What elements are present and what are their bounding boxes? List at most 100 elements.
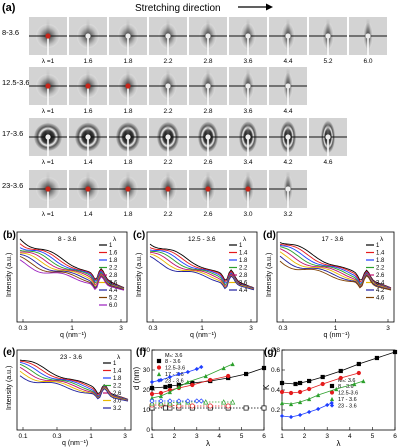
x-tick-label: 0.3 xyxy=(148,325,157,332)
legend-entry: 1 xyxy=(109,243,113,249)
x-tick-label: 6 xyxy=(393,433,397,440)
data-point xyxy=(297,399,303,405)
y-tick-label: 10 xyxy=(143,407,151,414)
legend-entry: 5.2 xyxy=(109,296,118,302)
legend-entry: 4.2 xyxy=(376,288,385,294)
legend-title: λ xyxy=(117,354,121,361)
data-point xyxy=(221,399,227,405)
data-point xyxy=(194,398,200,404)
data-point xyxy=(338,375,343,381)
data-point xyxy=(307,409,312,415)
data-point xyxy=(307,396,312,402)
series-line xyxy=(152,401,233,404)
data-point xyxy=(158,393,164,399)
data-point xyxy=(288,390,294,396)
legend-title: λ xyxy=(243,236,247,243)
sample-label-12.5-3.6: 12.5-3.6 xyxy=(2,78,30,87)
legend-entry: 2.2 xyxy=(239,266,248,272)
sample-label-23-3.6: 23-3.6 xyxy=(2,181,23,190)
legend-entry: 1.8 xyxy=(109,258,118,264)
lambda-label: 4.2 xyxy=(283,159,292,166)
legend-entry: 8 - 3.6 xyxy=(165,359,181,365)
lambda-label: λ =1 xyxy=(42,211,55,218)
lambda-label: 1.8 xyxy=(123,159,132,166)
lambda-label: 3.6 xyxy=(243,108,252,115)
x-tick-label: 1 xyxy=(280,433,284,440)
x-axis-label: q (nm⁻¹) xyxy=(190,332,216,339)
saxs-tile xyxy=(269,67,307,105)
lambda-label: 2.2 xyxy=(163,159,172,166)
lambda-label: 1.6 xyxy=(83,108,92,115)
plot-frame xyxy=(281,349,396,431)
lambda-label: 6.0 xyxy=(363,58,372,65)
panel-g-label: (g) xyxy=(264,347,277,358)
y-tick-label: 0.6 xyxy=(271,367,280,374)
saxs-tile xyxy=(149,67,187,105)
saxs-tile xyxy=(69,118,107,156)
legend-entry: 1 xyxy=(239,243,243,249)
chart-title: 17 - 3.6 xyxy=(322,236,344,243)
legend-entry: 3.6 xyxy=(109,281,118,287)
saxs-tile xyxy=(309,17,347,55)
x-tick-label: 5 xyxy=(240,433,244,440)
y-axis-label: K xyxy=(262,384,271,390)
x-tick-label: 1 xyxy=(334,325,338,332)
series-line xyxy=(149,243,255,289)
data-point xyxy=(307,378,312,384)
data-point xyxy=(356,370,361,376)
data-point xyxy=(167,383,173,389)
x-axis-label: λ xyxy=(206,439,210,448)
lambda-label: 5.2 xyxy=(323,58,332,65)
legend-entry: 17 - 3.6 xyxy=(338,397,357,403)
x-tick-label: 3 xyxy=(325,433,329,440)
data-point xyxy=(261,365,267,371)
panel-a-label: (a) xyxy=(2,2,16,14)
data-point xyxy=(325,402,330,408)
legend-entry: 2.2 xyxy=(109,266,118,272)
saxs-tile xyxy=(109,17,147,55)
legend-title: λ xyxy=(380,236,384,243)
scatter-chart-(g): 1 2 3 4 5 6 0.2 0.4 0.6 0.8 λ K Mₙ: 3.68 - 3.612.5-3… xyxy=(262,347,397,448)
series-line xyxy=(19,243,125,289)
legend-entry: 2.6 xyxy=(376,273,385,279)
data-point xyxy=(149,398,155,404)
data-point xyxy=(176,384,181,390)
data-point xyxy=(307,386,312,392)
legend-entry: 3.2 xyxy=(113,406,122,412)
y-axis-label: Intensity (a.u.) xyxy=(266,253,273,297)
data-point xyxy=(288,401,294,407)
data-point xyxy=(162,405,168,411)
lambda-label: 3.2 xyxy=(283,211,292,218)
y-tick-label: 0.8 xyxy=(271,347,280,354)
data-point xyxy=(361,378,366,384)
legend-entry: 6.0 xyxy=(109,303,118,309)
lambda-label: 4.4 xyxy=(283,58,292,65)
legend-entry: 8 - 3.6 xyxy=(338,384,354,390)
data-point xyxy=(279,400,285,406)
x-tick-label: 0.3 xyxy=(52,433,61,440)
intensity-chart-(d): 17 - 3.6 λ Intensity (a.u.) q (nm⁻¹) 0.3 1 3 1 1… xyxy=(266,231,395,339)
saxs-tile xyxy=(269,170,307,208)
legend-entry: 2.8 xyxy=(109,273,118,279)
data-point xyxy=(176,403,182,409)
x-tick-label: 3 xyxy=(249,325,253,332)
legend-title: λ xyxy=(113,236,117,243)
x-tick-label: 4 xyxy=(348,433,352,440)
x-tick-label: 0.3 xyxy=(18,325,27,332)
lambda-label: 1.4 xyxy=(83,211,92,218)
legend-entry: 1.8 xyxy=(239,258,248,264)
data-point xyxy=(156,358,162,364)
legend-entry: 12.5-3.6 xyxy=(338,391,358,397)
x-tick-label: 1 xyxy=(200,325,204,332)
data-point xyxy=(329,390,335,395)
lambda-label: 3.0 xyxy=(243,211,252,218)
series-line xyxy=(281,380,364,405)
legend-entry: 1.4 xyxy=(376,251,385,257)
data-point xyxy=(320,374,325,380)
data-point xyxy=(297,412,303,418)
saxs-tile xyxy=(349,17,387,55)
data-point xyxy=(297,380,303,386)
data-point xyxy=(158,377,164,383)
saxs-tile xyxy=(269,17,307,55)
